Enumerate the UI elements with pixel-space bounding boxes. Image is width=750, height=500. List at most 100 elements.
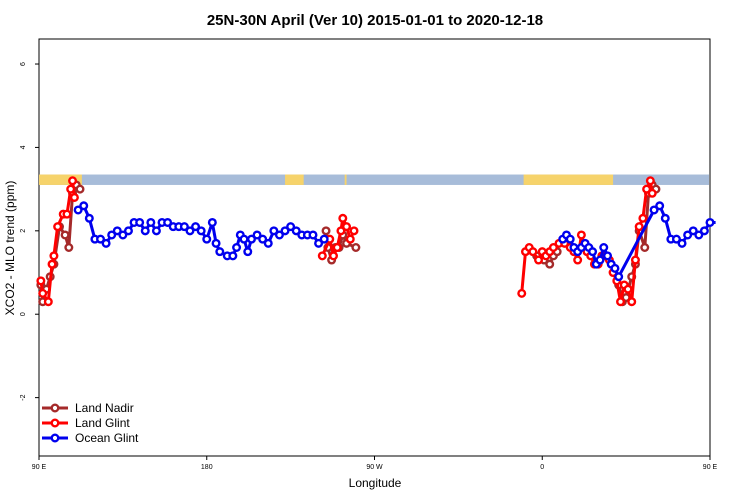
data-point-land-nadir: [64, 242, 74, 252]
data-point-land-glint: [638, 213, 648, 223]
data-point-ocean-glint: [185, 226, 195, 236]
data-point-land-glint: [62, 209, 72, 219]
legend-swatch-marker: [50, 418, 60, 428]
data-point-ocean-glint: [688, 226, 698, 236]
data-point-ocean-glint: [79, 201, 89, 211]
data-point-ocean-glint: [274, 230, 284, 240]
y-tick-label: -2: [20, 394, 27, 400]
plot-frame: [38, 38, 711, 457]
y-tick-label: 4: [20, 145, 27, 149]
data-point-ocean-glint: [84, 213, 94, 223]
land-band-segment: [285, 174, 304, 185]
data-point-land-glint: [623, 284, 633, 294]
legend-label: Ocean Glint: [75, 431, 139, 445]
chart-title: 25N-30N April (Ver 10) 2015-01-01 to 202…: [207, 12, 543, 29]
x-tick-label: 90 W: [366, 464, 383, 471]
data-point-ocean-glint: [163, 217, 173, 227]
legend-swatch-marker: [50, 403, 60, 413]
data-point-ocean-glint: [269, 226, 279, 236]
x-tick-label: 180: [201, 464, 213, 471]
data-point-ocean-glint: [655, 201, 665, 211]
surface-band: [39, 174, 709, 185]
data-point-ocean-glint: [112, 226, 122, 236]
legend-swatch-marker: [50, 433, 60, 443]
data-point-ocean-glint: [211, 238, 221, 248]
data-point-ocean-glint: [140, 226, 150, 236]
data-point-ocean-glint: [239, 234, 249, 244]
data-point-ocean-glint: [308, 230, 318, 240]
data-point-ocean-glint: [123, 226, 133, 236]
data-point-land-glint: [47, 259, 57, 269]
data-point-ocean-glint: [118, 230, 128, 240]
data-point-ocean-glint: [610, 263, 620, 273]
y-axis-label: XCO2 - MLO trend (ppm): [3, 181, 17, 316]
data-point-ocean-glint: [291, 226, 301, 236]
data-point-ocean-glint: [101, 238, 111, 248]
data-point-land-glint: [69, 192, 79, 202]
land-band-segment: [39, 174, 82, 185]
y-tick-label: 2: [20, 229, 27, 233]
data-point-land-glint: [53, 222, 63, 232]
data-point-ocean-glint: [246, 234, 256, 244]
data-point-ocean-glint: [614, 272, 624, 282]
data-point-ocean-glint: [286, 222, 296, 232]
data-point-ocean-glint: [599, 242, 609, 252]
ocean-band: [40, 174, 709, 185]
data-point-ocean-glint: [595, 255, 605, 265]
data-point-ocean-glint: [243, 247, 253, 257]
data-point-land-glint: [534, 255, 544, 265]
data-point-land-glint: [336, 226, 346, 236]
y-tick-label: 0: [20, 312, 27, 316]
data-point-ocean-glint: [263, 238, 273, 248]
data-point-land-glint: [548, 242, 558, 252]
data-point-ocean-glint: [671, 234, 681, 244]
data-point-ocean-glint: [228, 251, 238, 261]
data-point-land-glint: [576, 230, 586, 240]
data-point-land-nadir: [60, 230, 70, 240]
data-point-land-glint: [43, 297, 53, 307]
data-point-land-glint: [573, 255, 583, 265]
data-point-ocean-glint: [107, 230, 117, 240]
data-point-land-glint: [332, 242, 342, 252]
data-point-land-glint: [528, 247, 538, 257]
x-tick-label: 90 E: [703, 464, 718, 471]
data-point-land-nadir: [321, 226, 331, 236]
data-point-land-glint: [630, 255, 640, 265]
legend-label: Land Glint: [75, 416, 130, 430]
data-point-land-glint: [66, 184, 76, 194]
data-point-land-nadir: [545, 259, 555, 269]
x-tick-label: 90 E: [32, 464, 47, 471]
data-point-ocean-glint: [73, 205, 83, 215]
data-point-ocean-glint: [96, 234, 106, 244]
data-point-land-glint: [342, 222, 352, 232]
data-point-ocean-glint: [602, 251, 612, 261]
data-point-ocean-glint: [280, 226, 290, 236]
data-point-land-glint: [345, 234, 355, 244]
x-axis-label: Longitude: [349, 476, 402, 490]
data-point-land-glint: [36, 276, 46, 286]
data-point-ocean-glint: [705, 217, 715, 227]
data-point-ocean-glint: [565, 234, 575, 244]
land-band-segment: [523, 174, 614, 185]
legend-label: Land Nadir: [75, 401, 134, 415]
series-layer: [36, 176, 716, 307]
data-point-land-glint: [38, 288, 48, 298]
x-tick-label: 0: [540, 464, 544, 471]
data-point-ocean-glint: [694, 230, 704, 240]
data-point-land-glint: [68, 176, 78, 186]
data-point-ocean-glint: [314, 238, 324, 248]
data-point-ocean-glint: [207, 217, 217, 227]
data-point-ocean-glint: [196, 226, 206, 236]
series-line-land-nadir: [39, 183, 82, 304]
data-point-ocean-glint: [258, 234, 268, 244]
legend-item-land-nadir: Land Nadir: [42, 401, 134, 415]
legend-item-ocean-glint: Ocean Glint: [42, 431, 139, 445]
data-point-land-nadir: [75, 184, 85, 194]
data-point-land-nadir: [640, 242, 650, 252]
data-point-ocean-glint: [252, 230, 262, 240]
data-point-land-glint: [517, 288, 527, 298]
legend-item-land-glint: Land Glint: [42, 416, 130, 430]
data-point-land-glint: [317, 251, 327, 261]
